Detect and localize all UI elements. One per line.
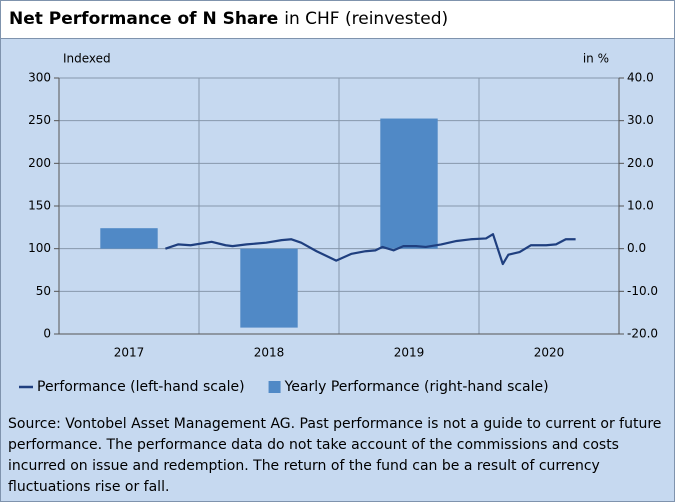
y-tick-label: 200: [28, 156, 51, 170]
legend-label: Yearly Performance (right-hand scale): [284, 379, 549, 395]
source-note: Source: Vontobel Asset Management AG. Pa…: [8, 416, 662, 495]
y2-tick-label: -20.0: [627, 327, 658, 341]
performance-line: [165, 233, 576, 266]
chart: Indexed in % 0 50 100 150 200 250 300 -20.0 -10.…: [19, 52, 658, 395]
y2-tick-label: 10.0: [627, 199, 654, 213]
chart-title: Net Performance of N Share: [9, 9, 279, 29]
y2-tick-label: 20.0: [627, 156, 654, 170]
bar: [380, 118, 438, 249]
x-tick-label: 2017: [114, 346, 145, 360]
y-tick-label: 50: [36, 284, 51, 298]
y2-tick-label: 40.0: [627, 71, 654, 85]
x-tick-label: 2019: [394, 346, 425, 360]
y2-tick-label: -10.0: [627, 284, 658, 298]
y-tick-label: 250: [28, 113, 51, 127]
title-bar: Net Performance of N Share in CHF (reinv…: [1, 1, 674, 39]
y-tick-label: 300: [28, 71, 51, 85]
y-tick-label: 0: [43, 327, 51, 341]
legend-swatch: [268, 381, 281, 393]
title-line: Net Performance of N Share in CHF (reinv…: [9, 9, 448, 29]
chart-subtitle: in CHF (reinvested): [284, 9, 449, 29]
bar: [240, 248, 298, 328]
y-axis-label: Indexed: [63, 52, 111, 66]
legend-label: Performance (left-hand scale): [37, 379, 245, 395]
x-tick-label: 2018: [254, 346, 285, 360]
x-tick-label: 2020: [534, 346, 565, 360]
y-tick-label: 150: [28, 199, 51, 213]
y2-tick-label: 30.0: [627, 113, 654, 127]
y2-axis-label: in %: [583, 52, 609, 66]
y2-tick-label: 0.0: [627, 241, 646, 255]
y-tick-label: 100: [28, 241, 51, 255]
bar: [100, 228, 158, 249]
